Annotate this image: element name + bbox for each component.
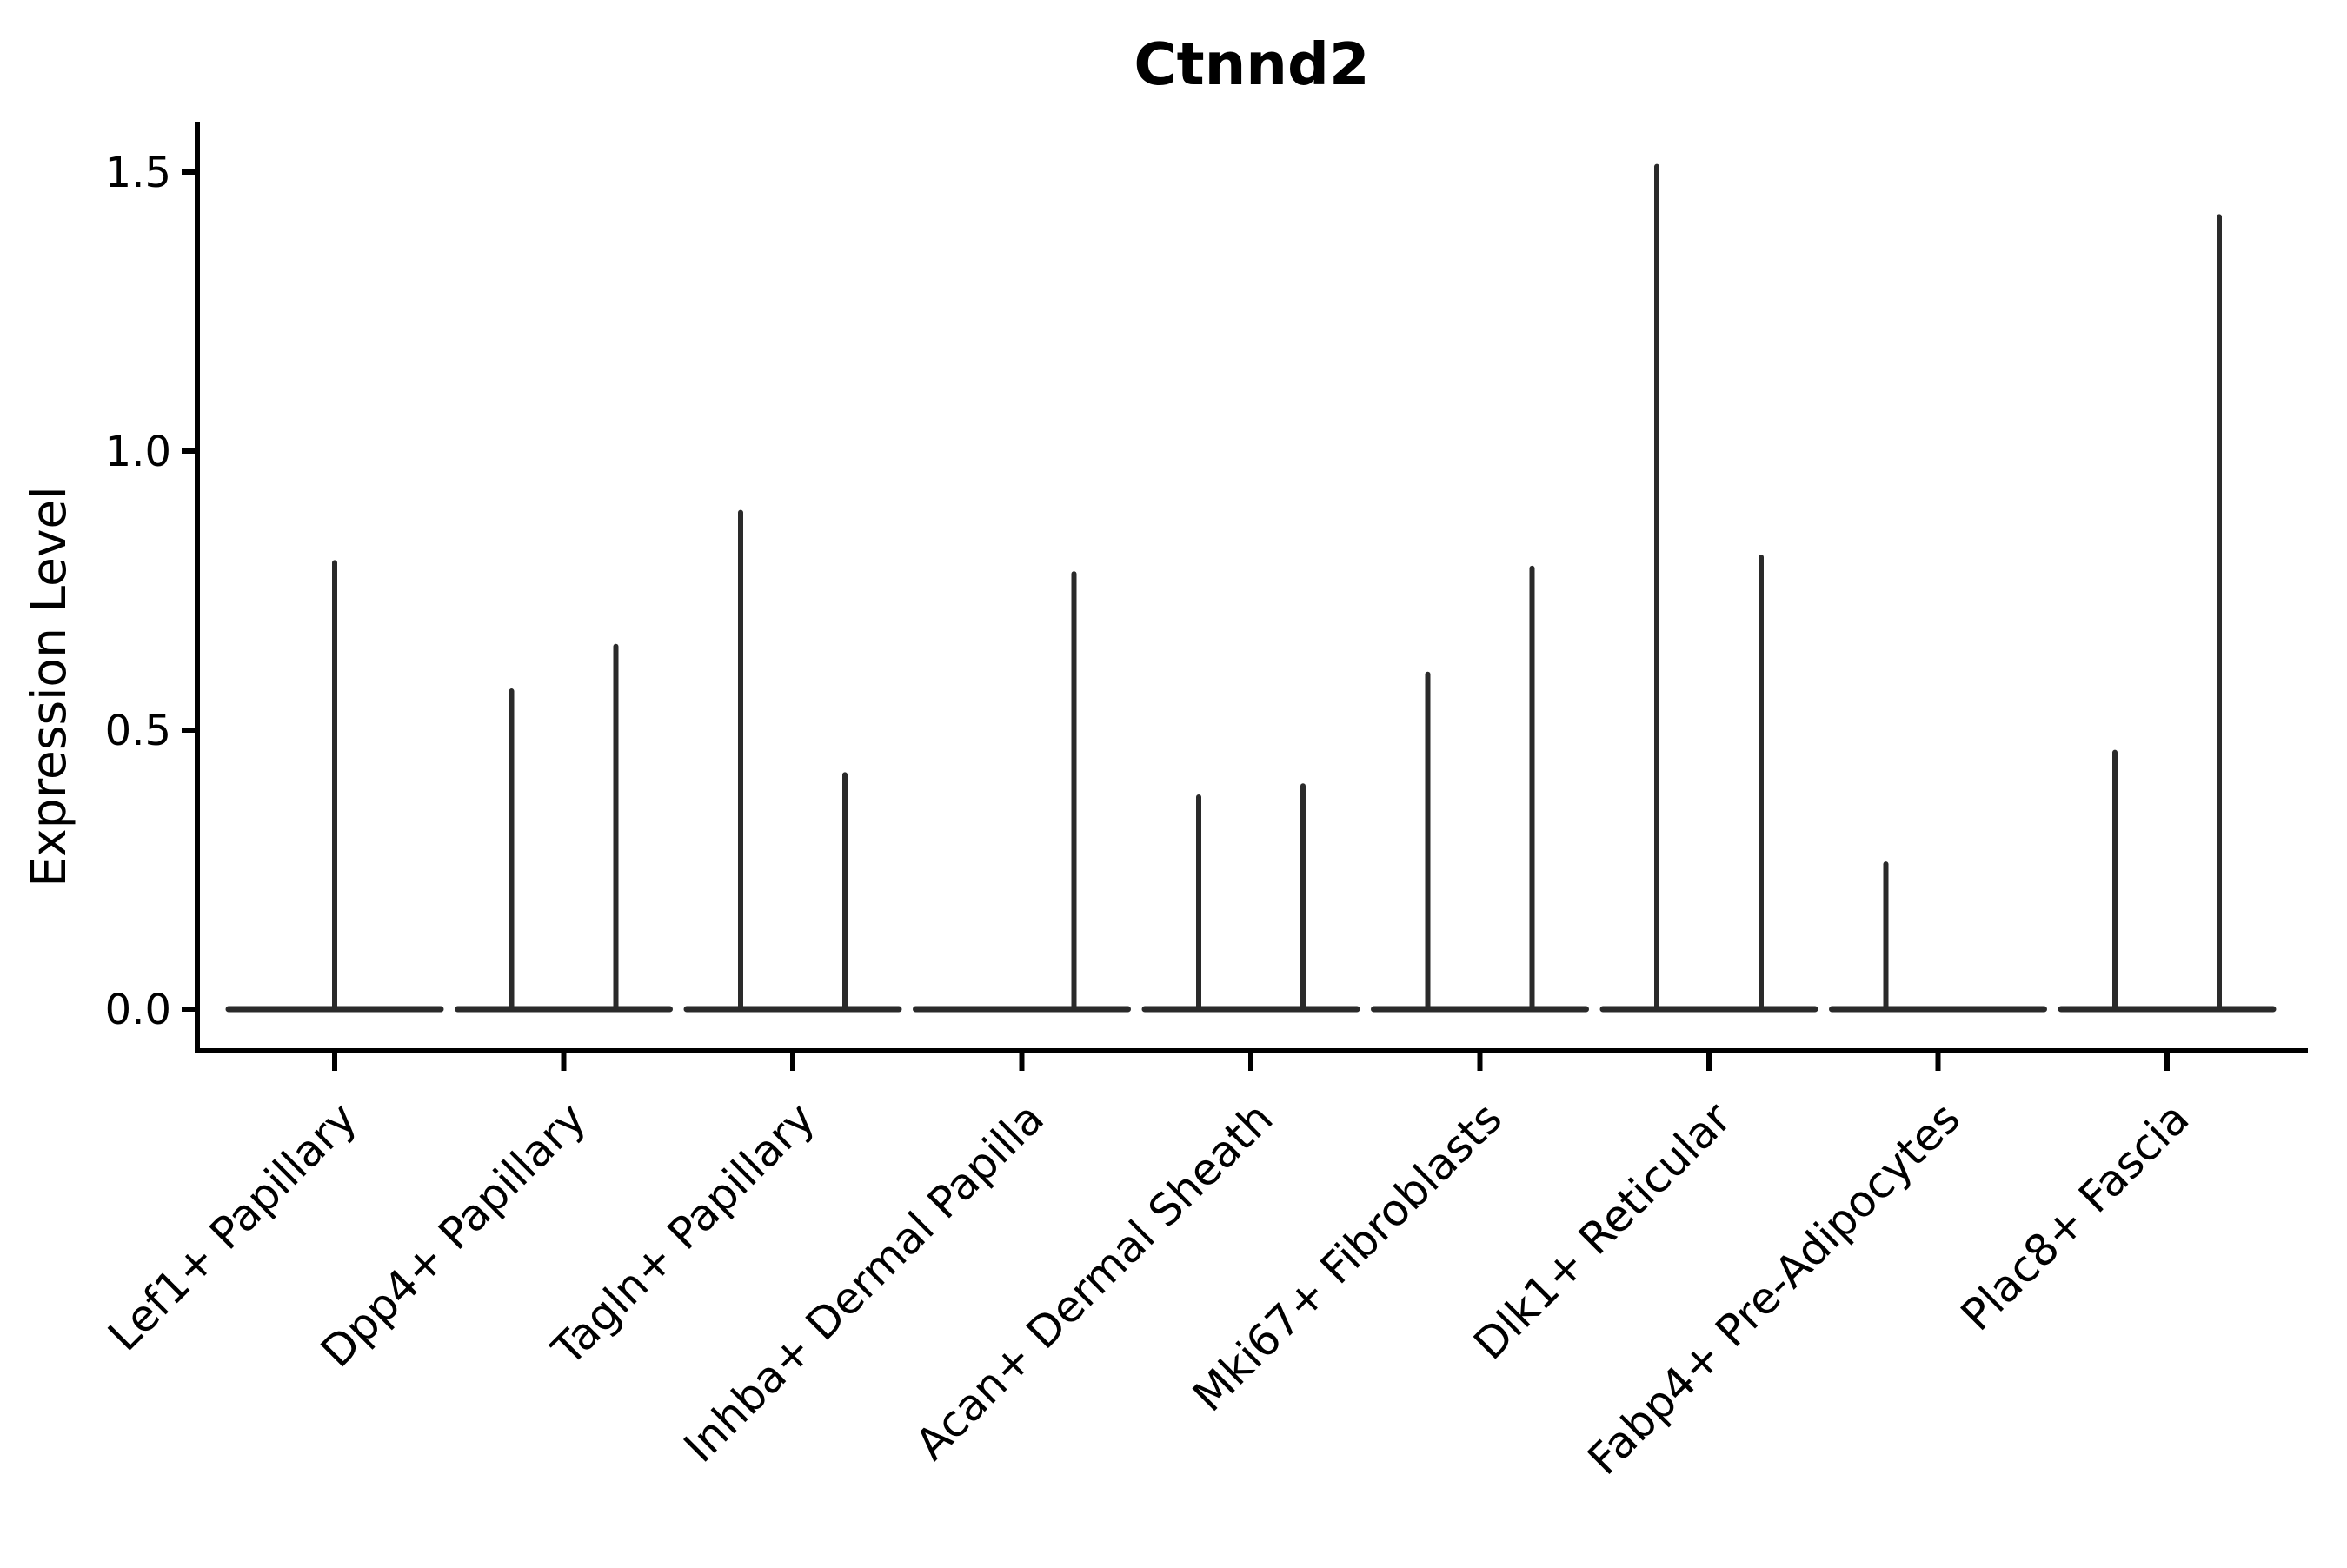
x-tick-label: Lef1+ Papillary: [98, 1093, 366, 1360]
y-tick-label: 0.0: [105, 986, 171, 1034]
chart-title: Ctnnd2: [1134, 30, 1369, 98]
y-tick-label: 1.5: [105, 149, 171, 197]
x-tick-label: Plac8+ Fascia: [1951, 1093, 2199, 1340]
y-tick-label: 0.5: [105, 707, 171, 755]
x-tick-label: Fabp4+ Pre-Adipocytes: [1578, 1093, 1970, 1485]
y-tick-label: 1.0: [105, 428, 171, 476]
y-axis-title: Expression Level: [21, 486, 76, 887]
